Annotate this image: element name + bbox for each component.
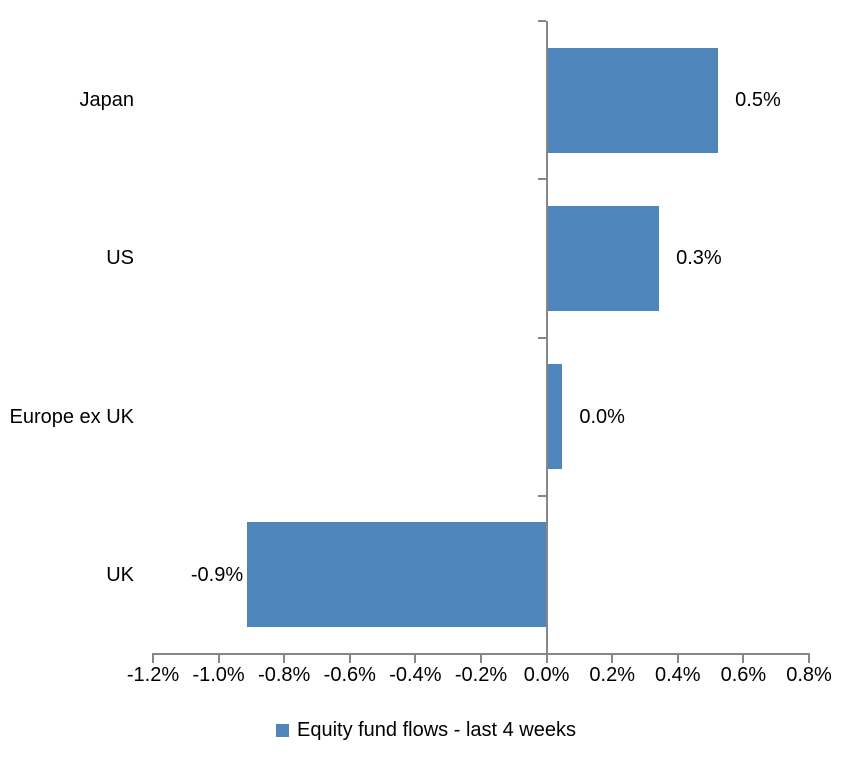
x-axis-tick-label: 0.2% [589,664,635,686]
x-axis-tick [676,655,679,663]
x-axis-tick [283,655,286,663]
x-axis-line [152,653,810,655]
x-axis-tick [480,655,482,663]
x-axis-tick [217,655,220,663]
x-axis-tick [348,655,351,663]
x-axis-tick [611,655,614,663]
y-axis-tick [537,336,546,339]
category-label: UK [106,563,134,586]
x-axis-tick-label: -0.8% [258,664,311,686]
x-axis-tick-label: 0.4% [655,664,701,686]
x-axis-tick [152,655,154,663]
x-axis-tick-label: -0.4% [389,664,442,686]
bar-japan [547,47,719,153]
bar-us [547,205,660,311]
legend-series-label: Equity fund flows - last 4 weeks [296,719,576,741]
legend: Equity fund flows - last 4 weeks [0,716,852,744]
value-label: 0.3% [676,247,722,270]
category-label: Europe ex UK [9,405,134,428]
x-axis-tick [545,655,548,663]
x-axis-tick [742,655,745,663]
x-axis-tick-label: -0.6% [323,664,376,686]
bar-europe-ex-uk [547,364,563,470]
value-label: 0.5% [735,89,781,112]
x-axis-tick [808,655,810,663]
value-label: -0.9% [190,563,244,586]
legend-marker-swatch [275,723,289,737]
y-axis-tick [537,494,546,497]
x-axis-tick-label: -0.2% [454,664,508,686]
x-axis-tick-label: 0.8% [786,664,832,686]
x-axis-tick [414,655,417,663]
x-axis-tick-label: 0.0% [523,664,570,686]
y-axis-tick [537,20,546,22]
x-axis-tick-label: -1.0% [192,664,245,686]
y-axis-line [545,21,548,655]
category-label: Japan [79,89,135,112]
x-axis-tick-label: 0.6% [720,664,767,686]
category-label: US [106,247,134,270]
bar-uk [247,522,546,628]
y-axis-tick [537,178,546,181]
x-axis-tick-label: -1.2% [126,664,180,686]
value-label: 0.0% [579,405,625,428]
